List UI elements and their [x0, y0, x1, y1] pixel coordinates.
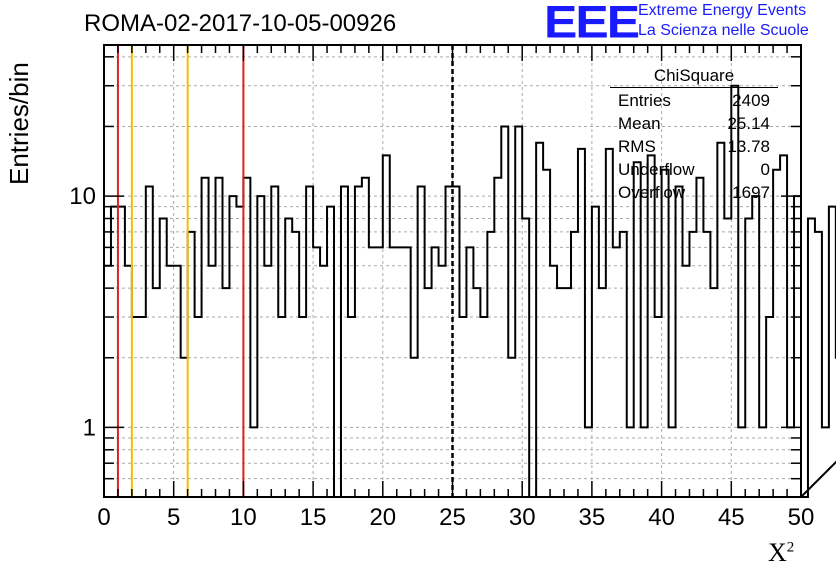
eee-logo: EEE: [544, 0, 640, 48]
x-axis-label-superscript: 2: [786, 539, 795, 556]
stats-row-mean: Mean 25.14: [610, 112, 778, 135]
stats-value: 25.14: [727, 114, 770, 133]
x-tick-label: 10: [230, 504, 257, 531]
stats-row-rms: RMS 13.78: [610, 135, 778, 158]
stats-value: 0: [760, 160, 770, 179]
x-tick-label: 20: [369, 504, 396, 531]
stats-label: Entries: [618, 91, 671, 110]
x-tick-label: 5: [167, 504, 180, 531]
stats-value: 2409: [732, 91, 770, 110]
x-tick-label: 0: [97, 504, 110, 531]
x-axis-label: X2: [768, 538, 794, 568]
x-tick-label: 45: [718, 504, 745, 531]
y-tick-label: 1: [83, 414, 96, 441]
logo-tagline-2: La Scienza nelle Scuole: [638, 22, 809, 39]
stats-row-entries: Entries 2409: [610, 89, 778, 112]
chart-title: ROMA-02-2017-10-05-00926: [84, 10, 397, 37]
x-tick-label: 35: [579, 504, 606, 531]
y-axis-label: Entries/bin: [4, 62, 34, 185]
x-tick-label: 15: [300, 504, 327, 531]
stats-value: 1697: [732, 183, 770, 202]
x-tick-label: 30: [509, 504, 536, 531]
y-tick-label: 10: [69, 183, 96, 210]
stats-label: Underflow: [618, 160, 695, 179]
stats-title: ChiSquare: [610, 66, 778, 88]
x-tick-label: 40: [648, 504, 675, 531]
stats-row-underflow: Underflow 0: [610, 158, 778, 181]
stats-label: Overflow: [618, 183, 686, 202]
x-tick-label: 25: [439, 504, 466, 531]
stats-label: RMS: [618, 137, 656, 156]
x-axis-label-symbol: X: [768, 538, 787, 567]
stats-value: 13.78: [727, 137, 770, 156]
stats-box: ChiSquare Entries 2409 Mean 25.14 RMS 13.78…: [610, 66, 778, 204]
x-tick-label: 50: [788, 504, 815, 531]
stats-row-overflow: Overflow 1697: [610, 181, 778, 204]
logo-tagline-1: Extreme Energy Events: [638, 2, 807, 19]
stats-label: Mean: [618, 114, 661, 133]
